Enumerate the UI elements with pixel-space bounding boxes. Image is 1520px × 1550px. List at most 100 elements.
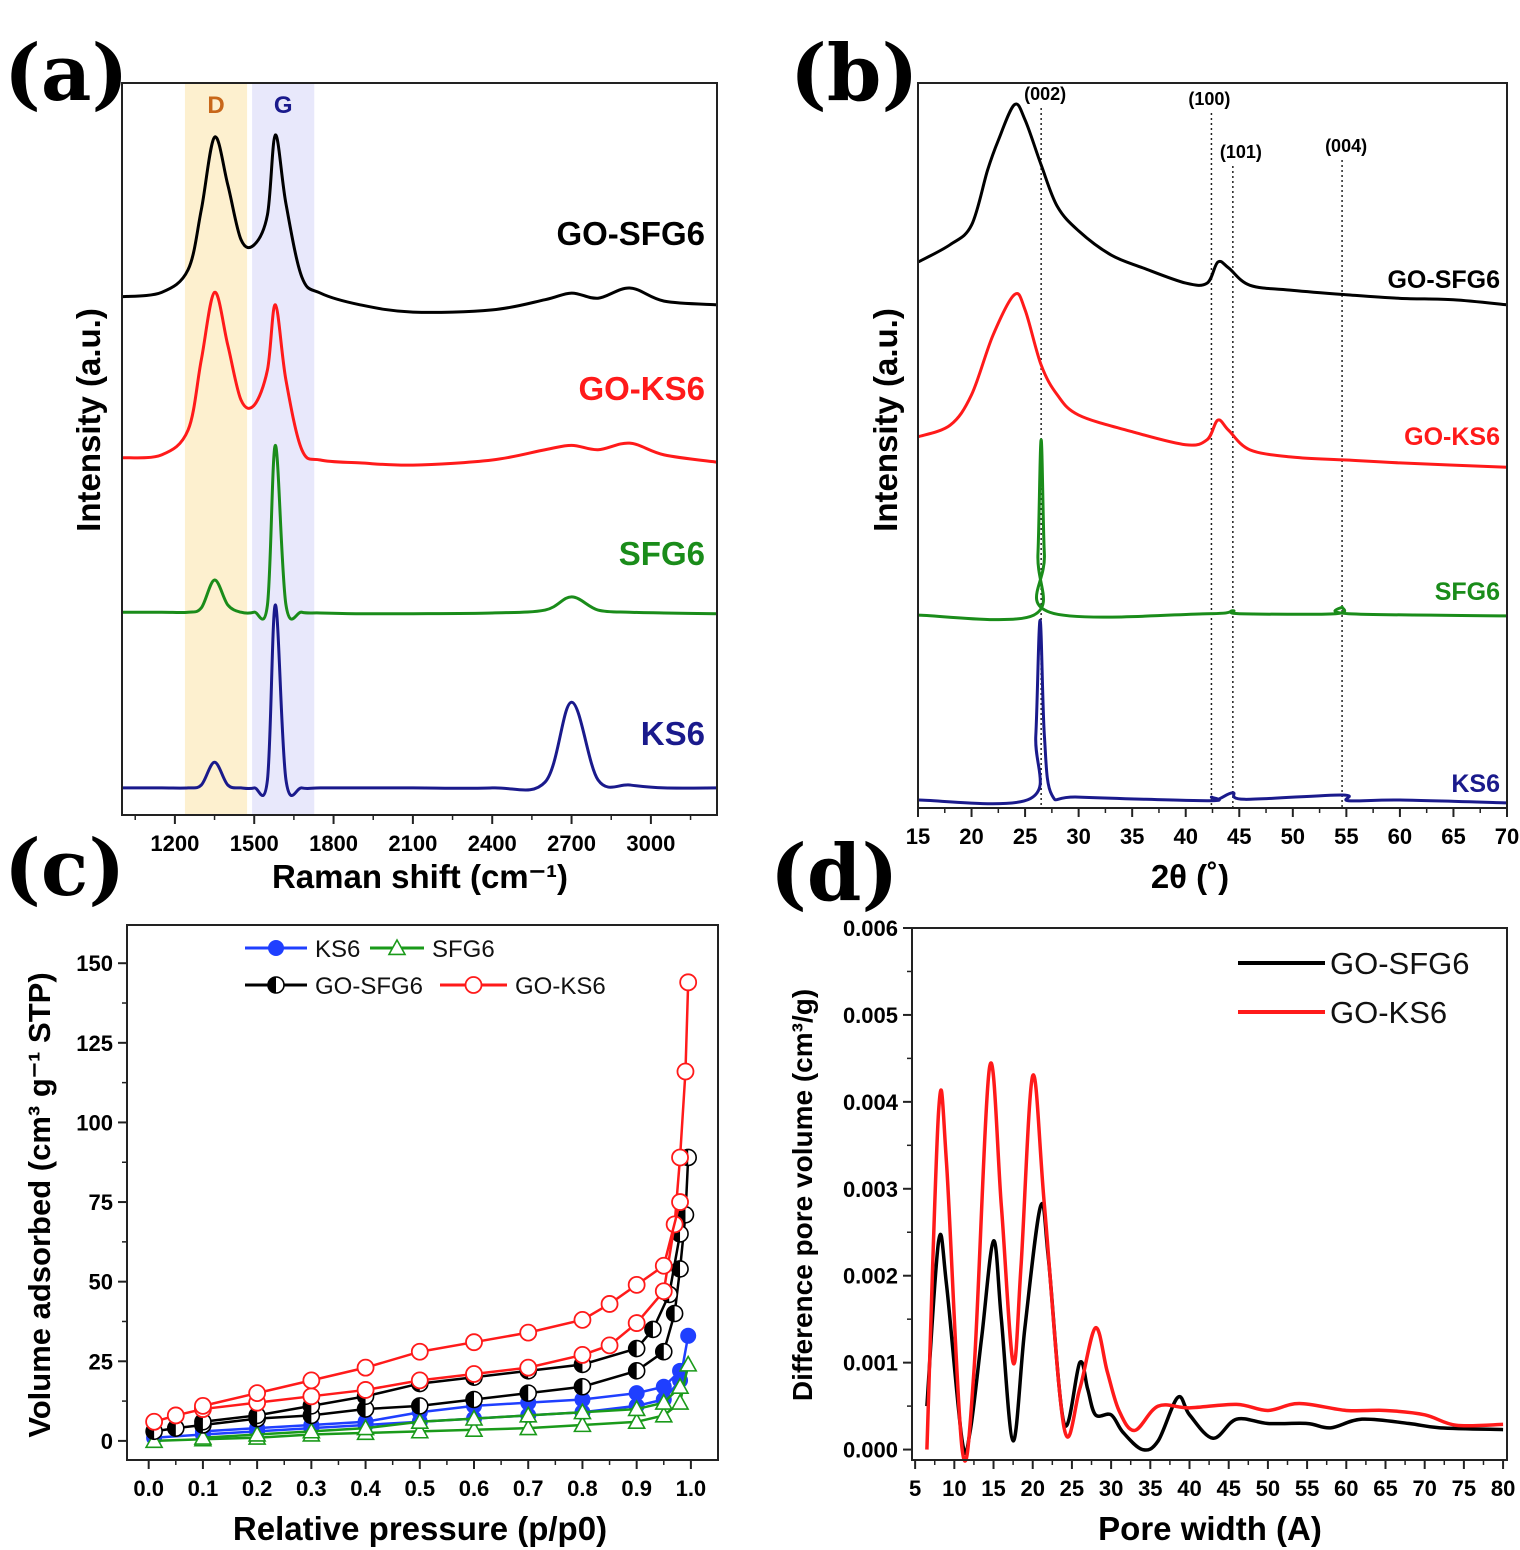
- miller-index-label: (100): [1188, 89, 1230, 109]
- series-label-ks6: KS6: [1451, 770, 1500, 798]
- x-tick-label: 0.6: [459, 1476, 490, 1501]
- marker-filled-circle: [268, 940, 284, 956]
- marker-half-fill: [268, 977, 276, 993]
- x-tick-label: 1.0: [676, 1476, 707, 1501]
- marker-half-fill: [411, 1397, 420, 1414]
- band-d: [184, 83, 248, 815]
- marker-half-fill: [357, 1401, 366, 1418]
- x-tick-label: 55: [1295, 1476, 1319, 1501]
- y-tick-label: 0.003: [843, 1177, 898, 1202]
- marker-half-fill: [249, 1407, 258, 1424]
- marker-open-circle: [573, 1310, 592, 1329]
- marker-filled-circle: [628, 1385, 645, 1402]
- x-tick-label: 40: [1173, 824, 1197, 849]
- marker-open-triangle: [193, 1428, 213, 1445]
- x-axis-title-d: Pore width (A): [1098, 1510, 1322, 1547]
- x-tick-label: 45: [1216, 1476, 1240, 1501]
- marker-open-circle: [600, 1295, 619, 1313]
- marker-open-circle: [679, 973, 698, 992]
- x-tick-label: 30: [1066, 824, 1090, 849]
- marker-open-circle: [410, 1342, 429, 1361]
- marker-open-circle: [194, 1396, 212, 1415]
- x-tick-label: 0.5: [404, 1476, 435, 1501]
- y-tick-label: 150: [76, 951, 113, 976]
- y-axis-title-c: Volume adsorbed (cm³ g⁻¹ STP): [22, 972, 57, 1437]
- series-label-sfg6: SFG6: [619, 535, 705, 572]
- x-tick-label: 60: [1388, 824, 1412, 849]
- marker-half-fill: [655, 1343, 664, 1360]
- marker-open-circle: [627, 1275, 646, 1294]
- x-tick-label: 2400: [468, 831, 517, 856]
- x-tick-label: 0.7: [513, 1476, 544, 1501]
- y-tick-label: 125: [76, 1031, 113, 1056]
- miller-index-label: (101): [1220, 142, 1262, 162]
- marker-open-circle: [356, 1358, 375, 1377]
- legend-label-sfg6: SFG6: [432, 936, 495, 963]
- marker-open-triangle: [464, 1420, 484, 1437]
- y-tick-label: 0.004: [843, 1090, 899, 1115]
- x-axis-title-b: 2θ (˚): [1151, 858, 1229, 895]
- pore-size-chart: GO-SFG6 GO-KS6 5 10 15 20 25 30 35 40 45 50 55 60 65 70…: [843, 916, 1515, 1501]
- panel-label-a: (a): [4, 28, 128, 119]
- y-tick-label: 100: [76, 1110, 113, 1135]
- marker-open-circle: [248, 1384, 267, 1403]
- marker-open-triangle: [573, 1415, 592, 1433]
- marker-open-triangle: [518, 1405, 538, 1423]
- band-label-g: G: [274, 92, 293, 119]
- x-tick-label: 80: [1491, 1476, 1515, 1501]
- x-tick-label: 50: [1256, 1476, 1280, 1501]
- x-tick-label: 35: [1138, 1476, 1162, 1501]
- series-line-go-sfg6: [917, 102, 1508, 307]
- marker-open-triangle: [518, 1418, 538, 1436]
- series-line-go-sfg6-desorption: [202, 1233, 682, 1424]
- band-g: [252, 83, 315, 815]
- marker-open-circle: [627, 1314, 646, 1332]
- x-tick-label: 10: [942, 1476, 966, 1501]
- marker-open-triangle: [670, 1393, 690, 1410]
- x-tick-label: 2100: [388, 831, 437, 856]
- x-tick-label: 55: [1334, 824, 1358, 849]
- marker-open-circle: [465, 1333, 483, 1352]
- marker-open-circle: [145, 1412, 164, 1431]
- marker-open-circle: [671, 1148, 689, 1167]
- xrd-chart: (002) (100) (101) (004) GO-SFG6 GO-KS6 SFG6 KS6…: [906, 82, 1519, 849]
- x-tick-label: 20: [959, 824, 983, 849]
- plot-frame: [121, 82, 718, 816]
- marker-open-circle: [600, 1336, 619, 1355]
- isotherm-chart: KS6 SFG6 GO-SFG6 GO-KS6 0.0 0.1 0.2 0.3 0.4 0.5 0.…: [76, 924, 719, 1501]
- marker-open-circle: [166, 1406, 185, 1425]
- x-tick-label: 65: [1441, 824, 1465, 849]
- marker-half-fill: [520, 1385, 529, 1402]
- marker-half-fill: [666, 1305, 675, 1322]
- x-tick-label: 3000: [626, 831, 675, 856]
- x-tick-label: 20: [1020, 1476, 1044, 1501]
- x-tick-label: 40: [1177, 1476, 1201, 1501]
- marker-filled-circle: [574, 1391, 591, 1408]
- x-tick-label: 30: [1099, 1476, 1123, 1501]
- marker-open-circle: [654, 1282, 673, 1301]
- series-label-sfg6: SFG6: [1435, 578, 1500, 606]
- x-tick-label: 0.8: [567, 1476, 598, 1501]
- band-label-d: D: [207, 92, 224, 119]
- marker-open-circle: [676, 1062, 695, 1081]
- x-tick-label: 75: [1452, 1476, 1476, 1501]
- series-line-sfg6: [917, 438, 1508, 622]
- x-tick-label: 70: [1495, 824, 1519, 849]
- marker-half-fill: [628, 1362, 637, 1379]
- marker-half-fill: [628, 1340, 637, 1357]
- series-line-ks6: [917, 618, 1508, 806]
- y-tick-label: 25: [89, 1349, 113, 1374]
- x-tick-label: 0.4: [350, 1476, 381, 1501]
- marker-open-circle: [671, 1193, 689, 1211]
- series-line-go-ks6: [917, 292, 1508, 469]
- marker-open-triangle: [387, 938, 407, 956]
- marker-open-triangle: [670, 1377, 690, 1394]
- y-tick-label: 0.000: [843, 1438, 898, 1463]
- x-tick-label: 0.3: [296, 1476, 327, 1501]
- marker-open-triangle: [356, 1418, 375, 1436]
- x-axis-title-c: Relative pressure (p/p0): [233, 1510, 607, 1547]
- x-tick-label: 25: [1013, 824, 1037, 849]
- y-tick-label: 0.001: [843, 1351, 898, 1376]
- marker-half-fill: [644, 1321, 653, 1338]
- raman-chart: D G GO-SFG6 GO-KS6 SFG6 KS6 1200 1500 1800 2100 24…: [121, 82, 718, 856]
